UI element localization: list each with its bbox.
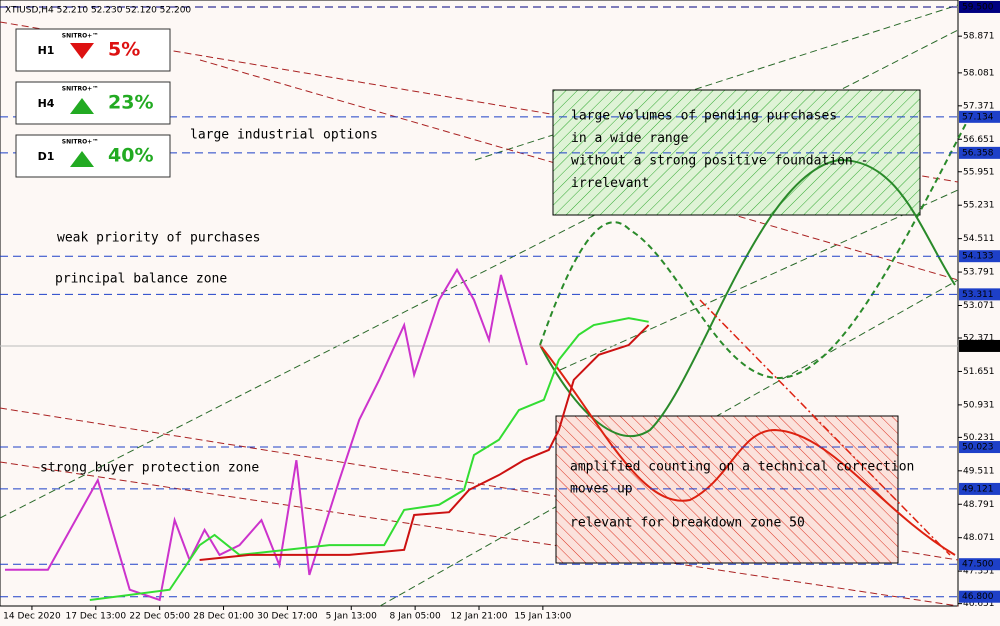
y-tick-label: 52.371 bbox=[963, 334, 995, 344]
signal-panel bbox=[15, 28, 171, 72]
level-label-box bbox=[959, 0, 1000, 13]
panel-value: 5% bbox=[108, 39, 140, 61]
y-tick-label: 47.351 bbox=[963, 567, 995, 577]
level-label-box bbox=[959, 482, 1000, 495]
y-tick-label: 53.791 bbox=[963, 268, 995, 278]
x-tick-label: 17 Dec 13:00 bbox=[66, 612, 127, 622]
x-tick-label: 15 Jan 13:00 bbox=[514, 612, 571, 622]
level-label-box bbox=[959, 250, 1000, 263]
level-label-box bbox=[959, 441, 1000, 454]
level-label: 56.358 bbox=[962, 148, 994, 158]
level-label: 50.023 bbox=[962, 443, 994, 453]
signal-panel bbox=[15, 134, 171, 178]
x-tick-label: 12 Jan 21:00 bbox=[451, 612, 508, 622]
y-tick-label: 58.081 bbox=[963, 68, 995, 78]
panel-brand: SNITRO+™ bbox=[62, 33, 98, 40]
y-tick-label: 58.871 bbox=[963, 32, 995, 42]
direction-arrow bbox=[70, 43, 94, 59]
x-tick-label: 30 Dec 17:00 bbox=[257, 612, 318, 622]
level-label-box bbox=[959, 590, 1000, 603]
x-tick-label: 8 Jan 05:00 bbox=[390, 612, 442, 622]
level-label: 57.134 bbox=[962, 112, 994, 122]
forecast-paths bbox=[539, 111, 973, 556]
red-zone bbox=[555, 415, 899, 564]
panel-brand: SNITRO+™ bbox=[62, 86, 98, 93]
series-line bbox=[199, 324, 650, 562]
y-tick-label: 55.231 bbox=[963, 201, 995, 211]
signal-panel bbox=[15, 81, 171, 125]
red-zone-text: moves up bbox=[570, 482, 633, 497]
y-tick-label: 51.651 bbox=[963, 367, 995, 377]
panel-timeframe: H4 bbox=[38, 97, 55, 110]
level-label-box bbox=[959, 558, 1000, 571]
panel-timeframe: H1 bbox=[38, 44, 55, 57]
x-tick-label: 22 Dec 05:00 bbox=[129, 612, 190, 622]
y-tick-label: 46.651 bbox=[963, 599, 995, 609]
level-label: 53.311 bbox=[962, 290, 994, 300]
level-label: 47.500 bbox=[962, 560, 994, 570]
series-line bbox=[89, 317, 649, 601]
y-tick-label: 50.231 bbox=[963, 433, 995, 443]
current-price-box bbox=[959, 339, 1000, 352]
green-zone-text: without a strong positive foundation - bbox=[571, 154, 868, 169]
current-price-label: 52.200 bbox=[962, 341, 994, 351]
series-line bbox=[4, 267, 528, 602]
level-label-box bbox=[959, 288, 1000, 301]
level-label: 49.121 bbox=[962, 484, 994, 494]
y-tick-label: 53.071 bbox=[963, 301, 995, 311]
x-tick-label: 28 Dec 01:00 bbox=[193, 612, 254, 622]
direction-arrow bbox=[70, 98, 94, 114]
level-label-box bbox=[959, 110, 1000, 123]
x-tick-label: 14 Dec 2020 bbox=[3, 612, 61, 622]
x-tick-label: 5 Jan 13:00 bbox=[326, 612, 378, 622]
annotation: principal balance zone bbox=[55, 272, 227, 287]
red-zone-text: amplified counting on a technical correc… bbox=[570, 460, 914, 475]
y-tick-label: 57.371 bbox=[963, 101, 995, 111]
panel-timeframe: D1 bbox=[38, 150, 55, 163]
y-tick-label: 48.791 bbox=[963, 500, 995, 510]
direction-arrow bbox=[70, 151, 94, 167]
panel-brand: SNITRO+™ bbox=[62, 139, 98, 146]
level-label: 46.800 bbox=[962, 592, 994, 602]
y-tick-label: 54.511 bbox=[963, 234, 995, 244]
green-zone-text: irrelevant bbox=[571, 176, 649, 191]
green-zone-text: large volumes of pending purchases bbox=[571, 109, 837, 124]
level-label: 59.500 bbox=[962, 2, 994, 12]
annotation: large industrial options bbox=[190, 128, 378, 143]
y-tick-label: 49.511 bbox=[963, 466, 995, 476]
annotation: strong buyer protection zone bbox=[40, 461, 259, 476]
y-tick-label: 56.651 bbox=[963, 135, 995, 145]
y-tick-label: 50.931 bbox=[963, 400, 995, 410]
level-label-box bbox=[959, 146, 1000, 159]
level-label: 54.133 bbox=[962, 252, 994, 262]
annotation: weak priority of purchases bbox=[57, 231, 261, 246]
header: XTIUSD,H4 52.210 52.230 52.120 52.200 bbox=[5, 6, 191, 16]
y-tick-label: 48.071 bbox=[963, 533, 995, 543]
green-zone-text: in a wide range bbox=[571, 131, 689, 146]
red-zone-text: relevant for breakdown zone 50 bbox=[570, 516, 805, 531]
panel-value: 40% bbox=[108, 145, 153, 167]
y-tick-label: 55.951 bbox=[963, 167, 995, 177]
panel-value: 23% bbox=[108, 92, 153, 114]
